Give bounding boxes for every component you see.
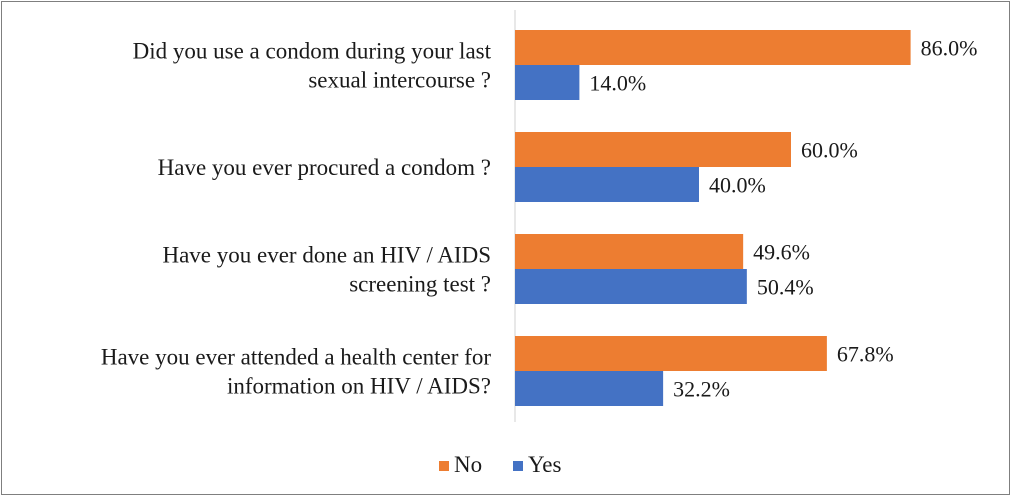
bars-group <box>515 30 911 406</box>
category-label-line: sexual intercourse ? <box>308 68 491 93</box>
category-label-line: Have you ever procured a condom ? <box>158 155 491 180</box>
category-label-3: Have you ever done an HIV / AIDS screenin… <box>162 243 491 297</box>
data-label-no-4: 67.8% <box>837 342 894 367</box>
category-label-line: screening test ? <box>349 272 491 297</box>
legend-label-no: No <box>454 452 482 477</box>
bar-no-2 <box>515 132 791 167</box>
data-label-yes-4: 32.2% <box>673 377 730 402</box>
legend-swatch-no <box>439 461 449 471</box>
bar-yes-2 <box>515 167 699 202</box>
data-label-no-2: 60.0% <box>801 138 858 163</box>
category-label-1: Did you use a condom during your last sex… <box>133 39 492 93</box>
data-label-yes-3: 50.4% <box>757 275 814 300</box>
bar-yes-3 <box>515 269 747 304</box>
bar-yes-4 <box>515 371 664 406</box>
category-label-2: Have you ever procured a condom ? <box>158 155 491 180</box>
category-label-line: Have you ever attended a health center f… <box>101 345 491 370</box>
bar-no-1 <box>515 30 911 65</box>
category-label-4: Have you ever attended a health center f… <box>101 345 491 399</box>
bar-yes-1 <box>515 65 580 100</box>
data-labels: 86.0% 14.0% 60.0% 40.0% 49.6% 50.4% 67.8% 32.2% <box>589 36 977 402</box>
bar-no-4 <box>515 336 827 371</box>
data-label-no-1: 86.0% <box>921 36 978 61</box>
category-label-line: information on HIV / AIDS? <box>227 374 491 399</box>
category-label-line: Did you use a condom during your last <box>133 39 492 64</box>
legend-label-yes: Yes <box>528 452 562 477</box>
category-label-line: Have you ever done an HIV / AIDS <box>162 243 491 268</box>
data-label-yes-2: 40.0% <box>709 173 766 198</box>
legend: No Yes <box>439 452 562 477</box>
legend-swatch-yes <box>513 461 523 471</box>
bar-no-3 <box>515 234 744 269</box>
data-label-yes-1: 14.0% <box>589 71 646 96</box>
category-labels: Did you use a condom during your last sex… <box>101 39 492 399</box>
data-label-no-3: 49.6% <box>753 240 810 265</box>
